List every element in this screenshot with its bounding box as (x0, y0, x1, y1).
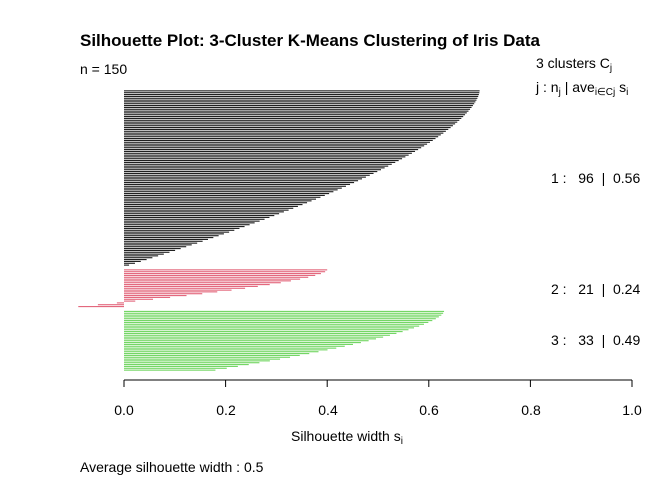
x-axis-label: Silhouette width si (291, 428, 403, 447)
x-axis-label-var: s (393, 428, 401, 444)
cluster-stats-header-a: j : n (536, 79, 559, 95)
x-tick-label: 0.2 (216, 402, 236, 418)
average-silhouette-label: Average silhouette width : 0.5 (80, 459, 264, 475)
cluster-stats-header: j : nj | avei∈Cj si (536, 79, 628, 98)
x-axis-label-text: Silhouette width (291, 428, 390, 444)
x-axis-label-sub: i (400, 436, 403, 447)
cluster-stats-header-sub3: i (626, 87, 629, 98)
cluster-count-header: 3 clusters Cj (536, 55, 612, 74)
cluster-3-label: 3 : 33 | 0.49 (551, 332, 641, 348)
x-tick-label: 1.0 (622, 402, 642, 418)
cluster-count-header-sub: j (609, 63, 613, 74)
sample-size-label: n = 150 (80, 61, 128, 77)
x-tick-label: 0.8 (521, 402, 541, 418)
x-tick-label: 0.6 (419, 402, 439, 418)
chart-title: Silhouette Plot: 3-Cluster K-Means Clust… (80, 31, 541, 50)
x-tick-label: 0.4 (318, 402, 338, 418)
cluster-stats-header-sub1: j (558, 87, 561, 98)
cluster-stats-header-b: | ave (560, 79, 595, 95)
x-tick-label: 0.0 (114, 402, 134, 418)
cluster-stats-header-c: s (615, 79, 627, 95)
cluster-2-label: 2 : 21 | 0.24 (551, 281, 641, 297)
cluster-stats-header-sub2: i∈Cj (594, 87, 616, 98)
cluster-1-label: 1 : 96 | 0.56 (551, 170, 641, 186)
cluster-count-header-text: 3 clusters C (536, 55, 610, 71)
